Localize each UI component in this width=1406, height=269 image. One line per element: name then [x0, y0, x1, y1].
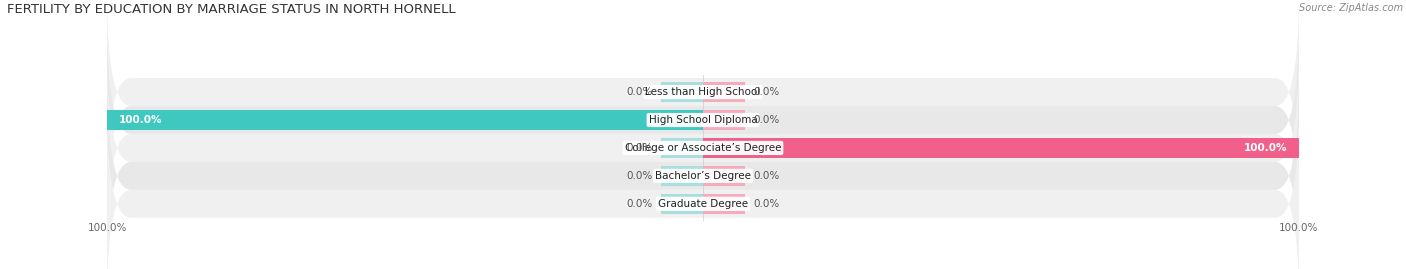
Text: 0.0%: 0.0% — [754, 199, 780, 209]
Bar — [703, 194, 745, 214]
Text: High School Diploma: High School Diploma — [648, 115, 758, 125]
Text: Bachelor’s Degree: Bachelor’s Degree — [655, 171, 751, 181]
Bar — [703, 82, 745, 102]
FancyBboxPatch shape — [107, 22, 1299, 218]
Bar — [661, 82, 703, 102]
Text: 0.0%: 0.0% — [626, 171, 652, 181]
Text: 0.0%: 0.0% — [626, 199, 652, 209]
Text: 0.0%: 0.0% — [626, 143, 652, 153]
Bar — [703, 138, 1299, 158]
Bar — [703, 166, 745, 186]
FancyBboxPatch shape — [107, 106, 1299, 269]
Text: College or Associate’s Degree: College or Associate’s Degree — [624, 143, 782, 153]
Bar — [107, 110, 703, 130]
Bar — [661, 194, 703, 214]
Text: Source: ZipAtlas.com: Source: ZipAtlas.com — [1299, 3, 1403, 13]
Text: 100.0%: 100.0% — [1243, 143, 1286, 153]
FancyBboxPatch shape — [107, 50, 1299, 246]
Text: Less than High School: Less than High School — [645, 87, 761, 97]
Bar — [661, 138, 703, 158]
Text: 0.0%: 0.0% — [754, 115, 780, 125]
FancyBboxPatch shape — [107, 78, 1299, 269]
FancyBboxPatch shape — [107, 0, 1299, 190]
Text: 0.0%: 0.0% — [754, 171, 780, 181]
Text: Graduate Degree: Graduate Degree — [658, 199, 748, 209]
Text: 100.0%: 100.0% — [120, 115, 163, 125]
Text: 0.0%: 0.0% — [754, 87, 780, 97]
Text: FERTILITY BY EDUCATION BY MARRIAGE STATUS IN NORTH HORNELL: FERTILITY BY EDUCATION BY MARRIAGE STATU… — [7, 3, 456, 16]
Bar — [703, 110, 745, 130]
Bar — [661, 166, 703, 186]
Text: 0.0%: 0.0% — [626, 87, 652, 97]
